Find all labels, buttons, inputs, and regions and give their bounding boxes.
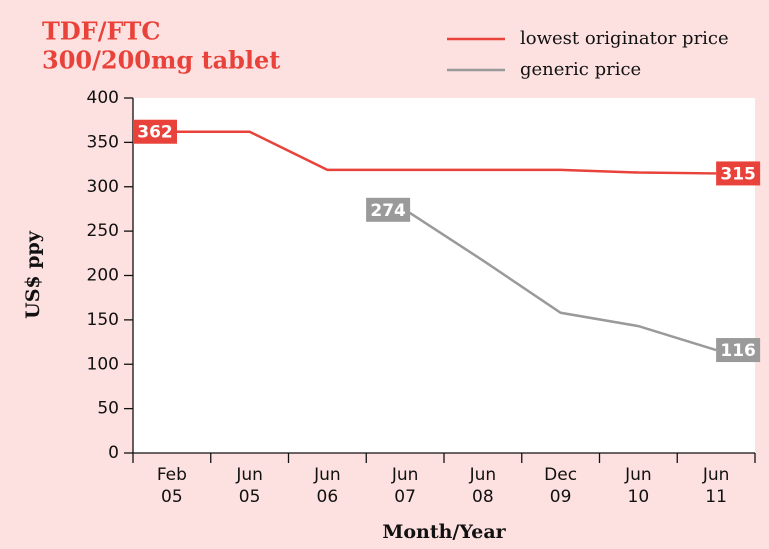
x-tick-label-line: Jun	[702, 465, 730, 485]
plot-area	[133, 98, 755, 453]
x-tick-label-line: Dec	[544, 465, 577, 485]
y-tick-label: 250	[87, 221, 119, 241]
x-tick-label-line: 08	[472, 487, 494, 507]
y-tick-label: 100	[87, 354, 119, 374]
chart-title: TDF/FTC	[42, 17, 160, 46]
value-label-box	[716, 161, 761, 186]
y-tick-label: 150	[87, 310, 119, 330]
y-tick-label: 200	[87, 266, 119, 286]
x-tick-label-line: 05	[239, 487, 261, 507]
y-tick-label: 350	[87, 132, 119, 152]
value-label-box	[716, 338, 761, 363]
x-axis-label: Month/Year	[382, 521, 506, 543]
y-tick-label: 400	[87, 88, 119, 108]
y-tick-label: 50	[97, 399, 119, 419]
x-tick-label: Jun 10	[624, 465, 652, 507]
x-tick-label-line: 06	[317, 487, 339, 507]
x-tick-label: Jun 08	[469, 465, 497, 507]
x-tick-label: Feb 05	[157, 465, 187, 507]
x-tick-label: Dec 09	[544, 465, 577, 507]
y-axis-label: US$ ppy	[22, 230, 44, 319]
x-tick-label-line: Jun	[313, 465, 341, 485]
value-label: 116	[720, 341, 756, 361]
x-tick-label: Jun 06	[313, 465, 341, 507]
x-tick-label: Jun 11	[702, 465, 730, 507]
chart-title: 300/200mg tablet	[42, 46, 280, 75]
legend-label: generic price	[520, 59, 641, 80]
x-tick-label-line: 11	[705, 487, 727, 507]
x-tick-label: Jun 07	[391, 465, 419, 507]
value-label: 362	[137, 123, 173, 143]
x-tick-label-line: Jun	[469, 465, 497, 485]
series-line	[171, 130, 717, 175]
value-label-box	[366, 197, 411, 222]
x-tick-label-line: 05	[161, 487, 183, 507]
x-tick-label-line: Jun	[624, 465, 652, 485]
value-label: 274	[370, 201, 406, 221]
x-tick-label: Jun 05	[235, 465, 263, 507]
x-tick-label-line: 07	[394, 487, 416, 507]
legend-label: lowest originator price	[520, 28, 729, 49]
value-label: 315	[720, 164, 756, 184]
series-line	[404, 208, 717, 352]
x-tick-label-line: Jun	[391, 465, 419, 485]
y-tick-label: 300	[87, 177, 119, 197]
y-tick-label: 0	[108, 443, 119, 463]
x-tick-label-line: 09	[550, 487, 572, 507]
x-tick-label-line: 10	[628, 487, 650, 507]
x-tick-label-line: Feb	[157, 465, 187, 485]
value-label-box	[133, 119, 177, 144]
x-tick-label-line: Jun	[235, 465, 263, 485]
